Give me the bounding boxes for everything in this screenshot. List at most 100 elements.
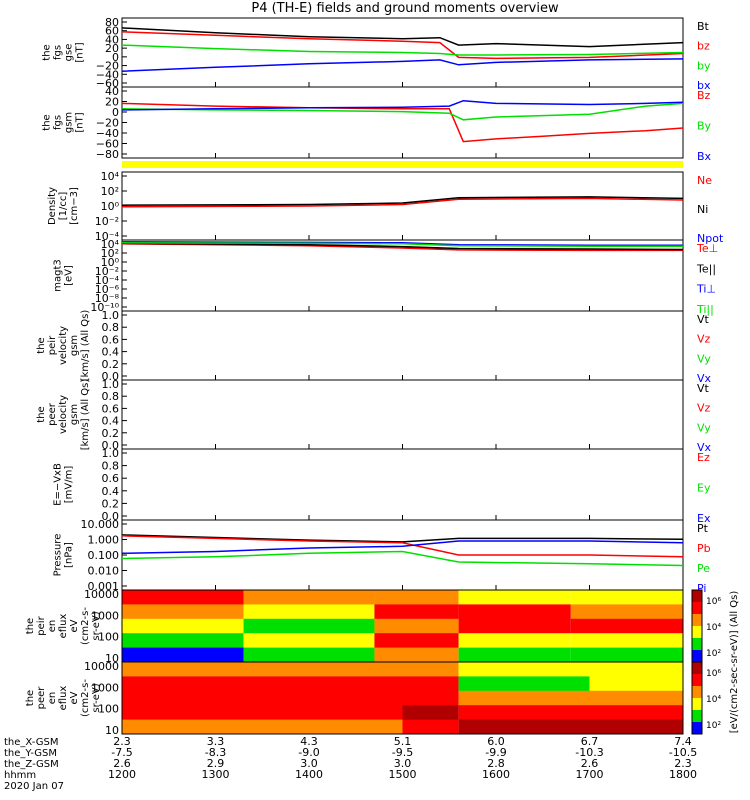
series-Bt — [121, 27, 684, 48]
legend-Vx: Vx — [697, 372, 712, 385]
heatmap-cell — [589, 690, 683, 706]
y-tick-label: 0.8 — [102, 321, 120, 334]
colorbar-cell — [692, 602, 702, 615]
series-Te|| — [121, 242, 684, 251]
heatmap-cell — [122, 662, 403, 677]
y-tick-label: −20 — [96, 117, 119, 130]
heatmap-cell — [243, 647, 375, 663]
footer-value: 2.3 — [113, 735, 131, 748]
panel-frame — [121, 86, 684, 159]
footer-value: -7.5 — [111, 746, 132, 759]
y-tick-label: 10⁰ — [101, 200, 120, 213]
heatmap-cell — [374, 590, 459, 605]
y-tick-label: 10⁻⁴ — [95, 230, 120, 243]
y-axis-label-line: gse — [64, 44, 75, 62]
y-tick-label: −80 — [96, 148, 119, 161]
y-tick-label: 1000 — [91, 609, 119, 622]
y-axis-label: thepeerenefluxeV(cm2-s-sr-eV) — [25, 679, 102, 717]
colorbar-cell — [692, 614, 702, 627]
heatmap-cell — [589, 676, 683, 692]
y-axis-label-line: peir — [47, 335, 58, 355]
y-axis-label-line: eflux — [58, 614, 69, 639]
y-axis-label-line: peer — [36, 686, 47, 710]
y-axis-label: thepeirvelocitygsm[km/s] (All Qs) — [36, 310, 91, 382]
footer-value: -9.5 — [392, 746, 413, 759]
series-Ni — [121, 196, 684, 206]
legend-Ni: Ni — [697, 203, 708, 216]
y-tick-label: 10⁻⁴ — [95, 274, 120, 287]
y-axis-label: Pressure[nPa] — [53, 534, 75, 577]
series-Ti|| — [121, 242, 683, 247]
y-axis-label-line: the — [36, 406, 47, 422]
footer-value: 6.7 — [581, 735, 599, 748]
y-axis-label: Density[1/cc][cm−3] — [47, 187, 80, 225]
heatmap-cell — [402, 719, 459, 735]
heatmap-cell — [374, 618, 459, 634]
series-Te⊥ — [121, 243, 683, 252]
heatmap-cell — [458, 647, 571, 663]
footer-value: 1200 — [108, 768, 136, 781]
series-Pt — [121, 534, 684, 543]
y-axis-label: thepeirenefluxeV(cm2-s-sr-eV) — [25, 607, 102, 645]
y-tick-label: 10⁴ — [101, 170, 120, 183]
colorbar-tick: 10⁴ — [706, 695, 721, 705]
footer-value: -10.3 — [575, 746, 603, 759]
heatmap-cell — [458, 690, 590, 706]
y-axis-label-line: [nT] — [75, 112, 86, 132]
y-tick-label: 0.0 — [102, 370, 120, 383]
y-axis-label-line: E=−VxB — [53, 463, 64, 506]
y-axis-label-line: the — [25, 690, 36, 706]
colorbar-tick: 10² — [706, 721, 721, 731]
heatmap-cell — [122, 705, 403, 721]
legend-Pi: Pi — [697, 582, 706, 595]
y-tick-label: 0.4 — [102, 415, 120, 428]
series-Pi — [121, 540, 684, 555]
y-axis-label-line: sr-eV) — [91, 611, 102, 640]
y-tick-label: 10000 — [84, 588, 119, 601]
heatmap-cell — [243, 633, 375, 649]
panel-frame — [121, 379, 684, 450]
footer-value: -9.9 — [485, 746, 506, 759]
heatmap-cell — [122, 719, 403, 735]
y-axis-label-line: [km/s] (All Qs) — [80, 379, 91, 451]
heatmap-cell — [243, 590, 375, 605]
y-tick-label: 0.8 — [102, 460, 120, 473]
y-axis-label-line: [eV] — [64, 265, 75, 286]
y-axis-label-line: the — [36, 337, 47, 353]
legend-Ti⊥: Ti⊥ — [696, 283, 716, 296]
heatmap-cell — [122, 690, 403, 706]
series-Bx — [121, 99, 684, 111]
colorbar-cell — [692, 710, 702, 723]
colorbar-cell — [692, 698, 702, 711]
heatmap-cell — [458, 618, 571, 634]
panel-peer-velocity: 1.00.80.60.40.20.0 thepeervelocitygsm[km/… — [36, 378, 712, 454]
y-axis-label: thepeervelocitygsm[km/s] (All Qs) — [36, 379, 91, 451]
legend-Ez: Ez — [697, 451, 710, 464]
series-Pe — [121, 550, 684, 567]
colorbar-cell — [692, 638, 702, 651]
y-axis-label-line: sr-eV) — [91, 683, 102, 712]
y-tick-label: 0.6 — [102, 402, 120, 415]
y-tick-label: −40 — [96, 68, 119, 81]
colorbar-cell — [692, 686, 702, 699]
colorbar-frame — [691, 661, 703, 735]
footer-value: 6.0 — [487, 735, 505, 748]
footer-value: 3.3 — [207, 735, 225, 748]
footer-row-label: the_X-GSM — [4, 737, 58, 748]
heatmap-cell — [458, 705, 590, 721]
y-tick-label: 10² — [101, 185, 119, 198]
legend-Pe: Pe — [697, 562, 710, 575]
legend-Vz: Vz — [697, 402, 711, 415]
y-tick-label: 1.0 — [102, 447, 120, 460]
y-tick-label: 10² — [101, 247, 119, 260]
footer-value: 7.4 — [674, 735, 692, 748]
y-tick-label: 80 — [105, 16, 119, 29]
legend-bx: bx — [697, 79, 711, 92]
series-By — [121, 102, 684, 121]
footer-value: 1300 — [202, 768, 230, 781]
y-axis-label: thefgsgsm[nT] — [42, 112, 86, 133]
y-axis-label-line: [nT] — [75, 42, 86, 62]
legend-Ex: Ex — [697, 512, 711, 525]
y-tick-label: 0.010 — [88, 565, 120, 578]
